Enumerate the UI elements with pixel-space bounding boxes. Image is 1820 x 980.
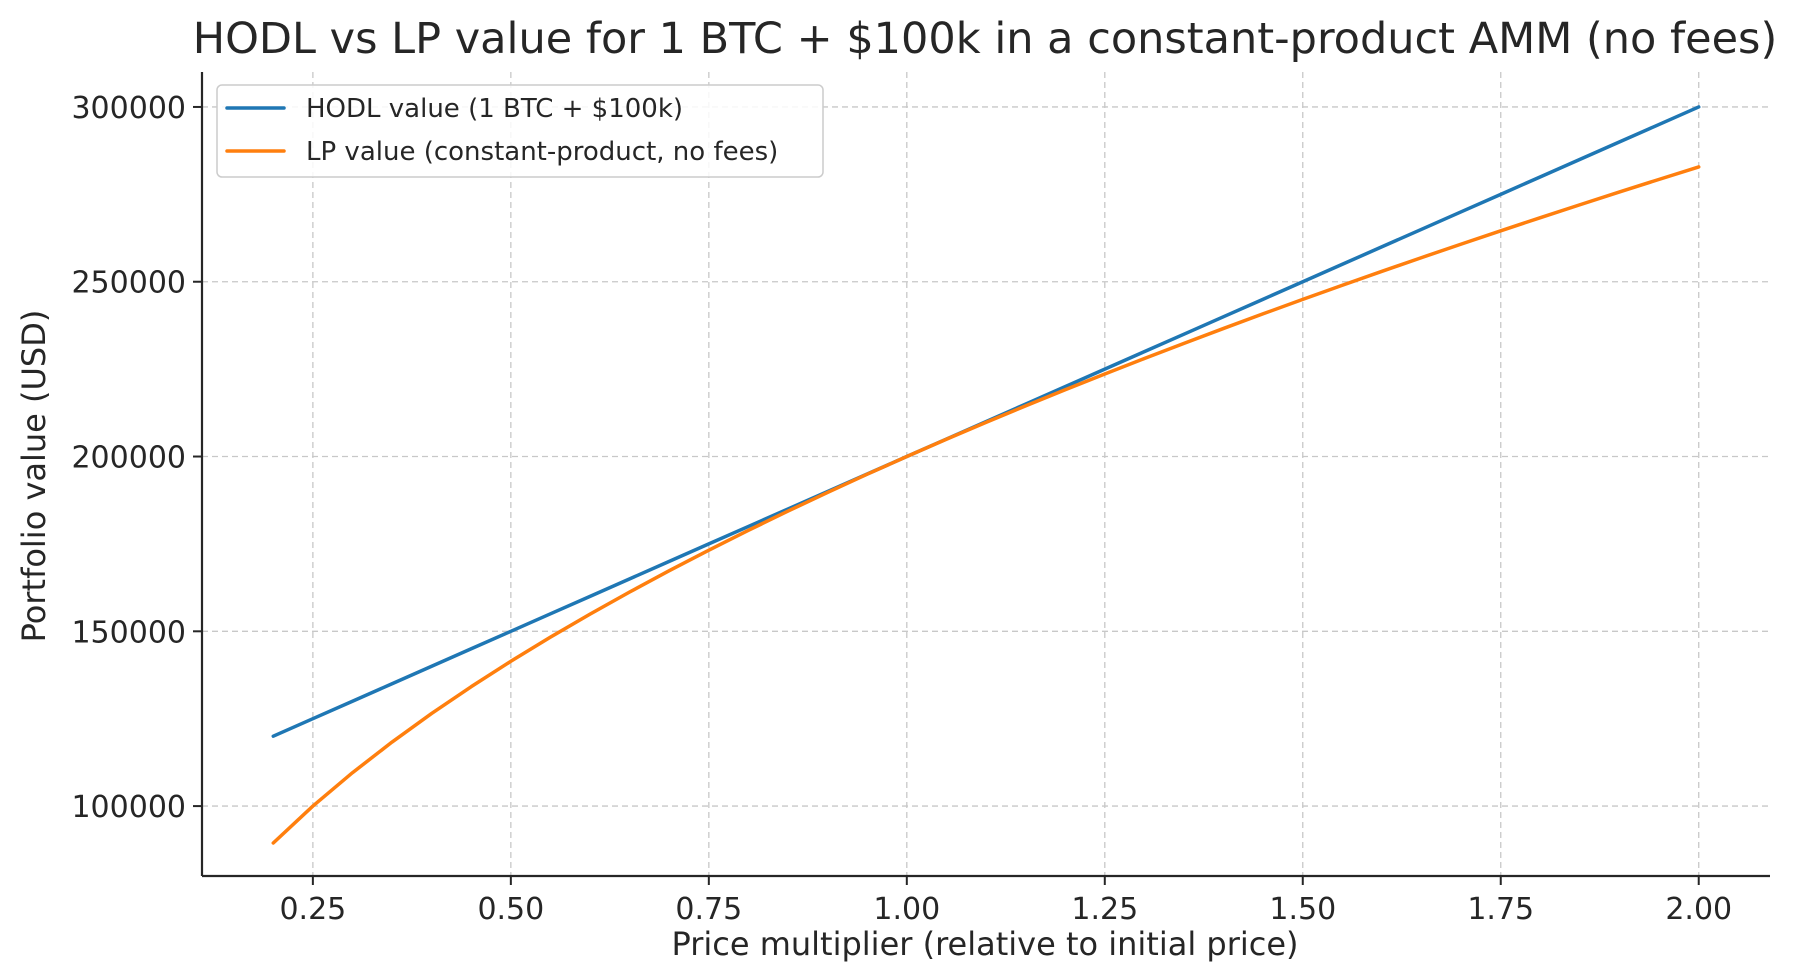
legend-label-hodl: HODL value (1 BTC + $100k) <box>306 94 683 124</box>
x-tick-label: 0.25 <box>279 892 346 927</box>
legend-label-lp: LP value (constant-product, no fees) <box>306 137 778 167</box>
y-tick-label: 150000 <box>71 615 186 650</box>
x-axis-title: Price multiplier (relative to initial pr… <box>671 925 1298 963</box>
x-tick-label: 0.75 <box>675 892 742 927</box>
series-line-lp <box>271 165 1701 845</box>
x-tick-label: 1.00 <box>873 892 940 927</box>
x-tick-label: 0.50 <box>477 892 544 927</box>
axes <box>200 72 1770 878</box>
x-tick-label: 1.25 <box>1071 892 1138 927</box>
y-axis-title: Portfolio value (USD) <box>15 310 53 643</box>
series-layer <box>271 105 1701 845</box>
grid <box>202 72 1770 876</box>
y-tick-label: 100000 <box>71 790 186 825</box>
x-tick-label: 1.50 <box>1269 892 1336 927</box>
x-tick-label: 1.75 <box>1467 892 1534 927</box>
y-tick-label: 200000 <box>71 441 186 476</box>
x-axis-ticks: 0.25 0.50 0.75 1.00 1.25 1.50 1.75 2.00 <box>279 876 1732 927</box>
legend-frame <box>216 84 824 178</box>
y-tick-label: 300000 <box>71 91 186 126</box>
legend: HODL value (1 BTC + $100k) LP value (con… <box>216 84 824 178</box>
chart-title: HODL vs LP value for 1 BTC + $100k in a … <box>193 14 1777 64</box>
x-tick-label: 2.00 <box>1665 892 1732 927</box>
y-tick-label: 250000 <box>71 266 186 301</box>
y-axis-ticks: 100000 150000 200000 250000 300000 <box>71 91 202 825</box>
